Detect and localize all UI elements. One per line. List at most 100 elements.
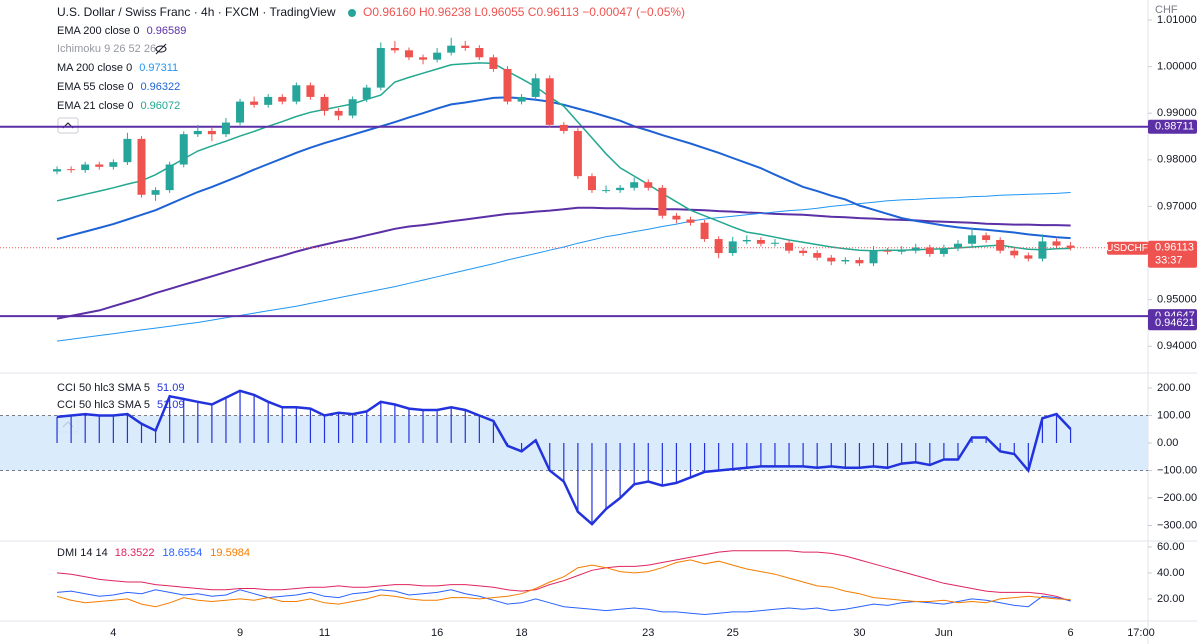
y-tick-label: 100.00 xyxy=(1157,409,1191,421)
candle-body xyxy=(376,47,385,88)
candle-body xyxy=(827,257,836,262)
price-badge xyxy=(1148,316,1197,331)
dmi-line xyxy=(56,559,1071,608)
candle-body xyxy=(855,260,864,264)
candle-body xyxy=(53,169,62,172)
candle-body xyxy=(95,164,104,167)
candle-body xyxy=(1024,255,1033,259)
candle-body xyxy=(419,57,428,60)
x-tick-label: 25 xyxy=(727,627,739,639)
candle-body xyxy=(109,162,118,167)
candle-body xyxy=(1052,241,1061,246)
candle-body xyxy=(953,243,962,249)
candle-body xyxy=(264,96,273,105)
candle-body xyxy=(630,182,639,188)
cci-band xyxy=(0,415,1148,471)
y-tick-label: 200.00 xyxy=(1157,382,1191,394)
y-tick-label: 20.00 xyxy=(1157,593,1185,605)
candle-body xyxy=(756,239,765,244)
x-tick-label: 11 xyxy=(319,627,330,639)
collapse-button[interactable] xyxy=(57,117,79,134)
candle-body xyxy=(658,187,667,216)
candle-body xyxy=(433,52,442,60)
candle-body xyxy=(123,138,132,163)
dmi-line xyxy=(56,589,1071,616)
candle-body xyxy=(841,260,850,262)
candle-body xyxy=(461,45,470,48)
legend-label: CCI 50 hlc3 SMA 5 xyxy=(57,382,150,394)
candle-body xyxy=(911,247,920,251)
candle-body xyxy=(404,50,413,58)
legend-value: 19.5984 xyxy=(210,547,250,559)
candle-body xyxy=(306,85,315,97)
candle-body xyxy=(292,85,301,102)
candle-body xyxy=(686,219,695,223)
y-tick-label: 0.98000 xyxy=(1157,154,1197,166)
legend-label: EMA 200 close 0 xyxy=(57,25,140,37)
candle-body xyxy=(996,239,1005,251)
candle-body xyxy=(968,235,977,244)
candle-body xyxy=(1066,245,1075,248)
button-frame xyxy=(57,117,79,134)
legend-value: 51.09 xyxy=(157,382,185,394)
legend-label: EMA 21 close 0 xyxy=(57,100,133,112)
legend-value: 51.09 xyxy=(157,399,185,411)
last-price-label: 0.96113 xyxy=(1155,242,1194,254)
candle-body xyxy=(925,247,934,254)
symbol-label: USDCHF xyxy=(1106,243,1148,254)
legend-label: CCI 50 hlc3 SMA 5 xyxy=(57,399,150,411)
x-tick-label: 18 xyxy=(515,627,527,639)
level-badge xyxy=(1148,119,1197,134)
legend-label: MA 200 close 0 xyxy=(57,62,132,74)
price-badge-label: 0.94621 xyxy=(1155,317,1195,329)
candle-body xyxy=(503,68,512,102)
candle-body xyxy=(799,250,808,254)
last-price-badge xyxy=(1148,240,1197,268)
candle-body xyxy=(869,250,878,264)
indicator-legend: Ichimoku 9 26 52 26 xyxy=(57,43,156,55)
candle-body xyxy=(982,235,991,240)
legend-value: 18.6554 xyxy=(163,547,203,559)
ma-line xyxy=(56,96,1071,241)
candle-body xyxy=(165,164,174,191)
candle-body xyxy=(278,96,287,102)
candle-body xyxy=(883,250,892,252)
candle-body xyxy=(573,130,582,177)
candle-body xyxy=(362,87,371,100)
candle-body xyxy=(785,242,794,251)
candle-body xyxy=(250,101,259,105)
candle-body xyxy=(390,47,399,51)
visibility-icon[interactable] xyxy=(155,43,167,55)
candle-body xyxy=(644,182,653,188)
y-tick-label: 0.94000 xyxy=(1157,340,1197,352)
candle-body xyxy=(1010,250,1019,256)
ma-line xyxy=(56,192,1071,342)
legend-value: 0.96322 xyxy=(140,81,180,93)
candle-body xyxy=(151,190,160,195)
candle-body xyxy=(672,215,681,220)
legend-label: DMI 14 14 xyxy=(57,547,108,559)
candle-body xyxy=(1038,241,1047,259)
y-tick-label: 60.00 xyxy=(1157,541,1185,553)
market-status-dot xyxy=(348,9,356,17)
y-tick-label: 1.00000 xyxy=(1157,61,1197,73)
candle-body xyxy=(742,239,751,242)
x-tick-label: 16 xyxy=(431,627,443,639)
candle-body xyxy=(447,45,456,53)
y-tick-label: −300.00 xyxy=(1157,519,1197,531)
candle-body xyxy=(813,253,822,258)
dmi-line xyxy=(56,550,1071,602)
candle-body xyxy=(67,169,76,171)
candle-body xyxy=(221,122,230,135)
level-badge-label: 0.98711 xyxy=(1155,121,1194,133)
candle-body xyxy=(489,57,498,69)
chart-title: U.S. Dollar / Swiss Franc · 4h · FXCM · … xyxy=(57,5,336,19)
candle-body xyxy=(137,138,146,195)
candle-body xyxy=(939,248,948,254)
legend-value: 0.96072 xyxy=(140,100,180,112)
candle-body xyxy=(517,96,526,102)
x-tick-label: 30 xyxy=(853,627,865,639)
candle-body xyxy=(531,78,540,97)
